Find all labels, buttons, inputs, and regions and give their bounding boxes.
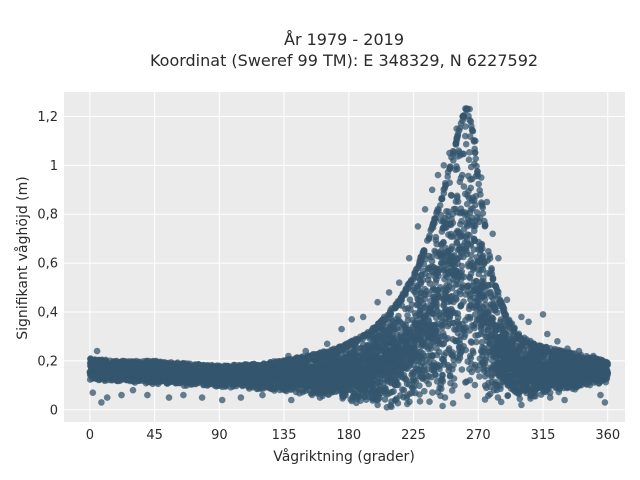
- scatter-point: [486, 390, 494, 398]
- scatter-point: [480, 258, 487, 265]
- scatter-point: [436, 365, 443, 373]
- scatter-point: [446, 283, 453, 290]
- scatter-point: [296, 390, 303, 397]
- scatter-point: [439, 402, 446, 410]
- scatter-point: [375, 342, 382, 349]
- scatter-point: [467, 296, 474, 303]
- scatter-point: [417, 373, 425, 380]
- scatter-point: [434, 267, 442, 274]
- scatter-point: [417, 294, 424, 301]
- scatter-point: [462, 379, 469, 386]
- scatter-point: [494, 394, 502, 401]
- scatter-point: [464, 313, 472, 321]
- scatter-point: [504, 392, 512, 400]
- scatter-point: [455, 357, 462, 364]
- scatter-point: [446, 260, 453, 267]
- scatter-point: [458, 217, 465, 225]
- scatter-points: [86, 105, 611, 411]
- scatter-point: [460, 183, 468, 190]
- scatter-point: [470, 235, 478, 243]
- scatter-point: [466, 290, 474, 298]
- scatter-point: [483, 384, 490, 392]
- scatter-point: [397, 392, 404, 399]
- scatter-point: [439, 378, 447, 385]
- scatter-point: [465, 282, 472, 289]
- scatter-point: [454, 281, 462, 288]
- scatter-point: [416, 398, 424, 405]
- scatter-point: [462, 140, 470, 148]
- scatter-point: [438, 385, 445, 393]
- scatter-point: [421, 387, 428, 395]
- scatter-point: [453, 296, 460, 303]
- scatter-point: [429, 389, 436, 396]
- scatter-point: [467, 163, 475, 171]
- scatter-point: [479, 252, 487, 259]
- scatter-point: [416, 276, 424, 284]
- scatter-point: [458, 262, 466, 270]
- scatter-point: [457, 233, 465, 241]
- scatter-point: [450, 205, 458, 213]
- scatter-point: [443, 273, 451, 281]
- scatter-point: [382, 387, 390, 394]
- scatter-point: [381, 396, 389, 403]
- scatter-point: [432, 279, 440, 286]
- scatter-point: [416, 391, 423, 398]
- scatter-point: [380, 379, 387, 387]
- scatter-point: [449, 400, 457, 407]
- scatter-point: [426, 398, 433, 406]
- scatter-point: [445, 345, 453, 352]
- scatter-point: [457, 290, 464, 298]
- scatter-point: [467, 176, 474, 183]
- scatter-point: [480, 319, 488, 326]
- scatter-point: [439, 286, 447, 294]
- scatter-point: [468, 368, 476, 376]
- scatter-point: [347, 396, 355, 403]
- scatter-point: [442, 336, 450, 343]
- scatter-point: [465, 187, 472, 195]
- scatter-point: [449, 336, 457, 343]
- scatter-point: [456, 178, 464, 186]
- scatter-point: [473, 209, 481, 216]
- scatter-point: [453, 163, 460, 170]
- scatter-point: [402, 336, 410, 343]
- scatter-point: [471, 311, 479, 318]
- scatter-point: [404, 317, 412, 324]
- scatter-point: [481, 396, 489, 403]
- scatter-point: [394, 324, 401, 332]
- scatter-point: [465, 156, 473, 163]
- scatter-point: [499, 340, 507, 347]
- scatter-point: [439, 318, 446, 325]
- scatter-point: [428, 362, 435, 370]
- scatter-point: [448, 215, 455, 223]
- scatter-point: [451, 382, 458, 389]
- scatter-point: [428, 253, 436, 261]
- scatter-point: [440, 302, 447, 309]
- scatter-point: [302, 387, 309, 395]
- scatter-point: [478, 241, 485, 249]
- scatter-point: [469, 205, 476, 212]
- scatter-point: [473, 338, 480, 346]
- scatter-point: [439, 217, 447, 225]
- scatter-point: [481, 373, 489, 380]
- scatter-point: [464, 392, 471, 400]
- scatter-point: [479, 352, 486, 360]
- scatter-point: [471, 381, 479, 389]
- scatter-point: [465, 220, 473, 228]
- scatter-point: [469, 347, 477, 355]
- scatter-point: [439, 356, 447, 363]
- scatter-point: [404, 400, 411, 408]
- scatter-point: [426, 280, 434, 287]
- scatter-point: [324, 391, 332, 398]
- scatter-point: [402, 305, 409, 313]
- scatter-point: [468, 251, 475, 259]
- scatter-point: [381, 333, 389, 341]
- scatter-point: [474, 331, 482, 339]
- scatter-point: [450, 356, 458, 364]
- scatter-point: [488, 293, 495, 301]
